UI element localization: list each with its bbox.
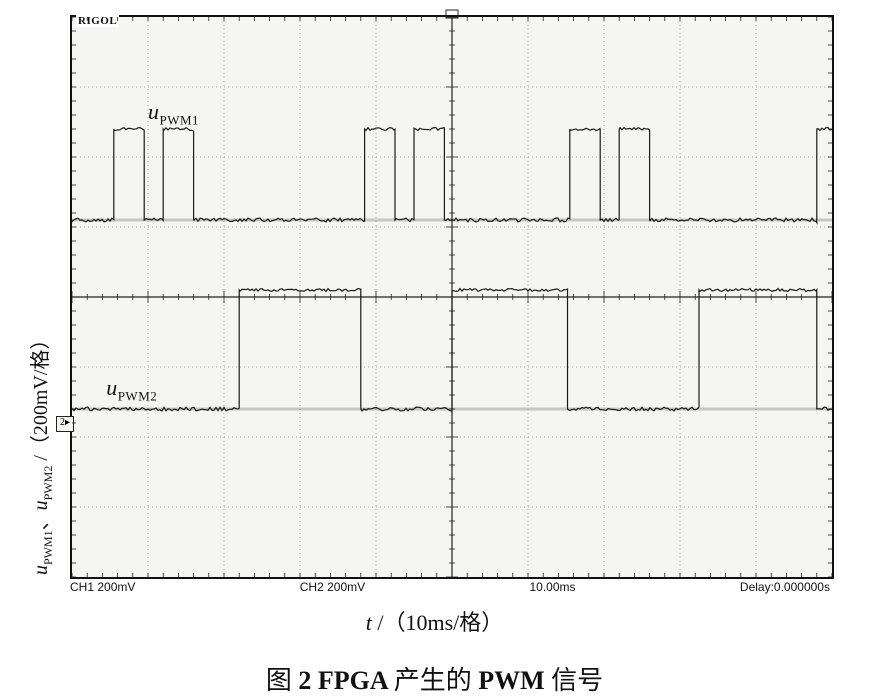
- y-axis-label: uPWM1、uPWM2 /（200mV/格）: [24, 330, 56, 575]
- trace2-label: uPWM2: [106, 375, 157, 404]
- delay-readout: Delay:0.000000s: [740, 580, 830, 594]
- scope-info-bar: CH1 200mV CH2 200mV 10.00ms Delay:0.0000…: [70, 580, 830, 594]
- figure-wrap: uPWM1、uPWM2 /（200mV/格） RIGOL 2▸ uPWM1 uP…: [0, 0, 869, 699]
- oscilloscope-screen: RIGOL 2▸ uPWM1 uPWM2: [70, 15, 834, 579]
- trace1-label: uPWM1: [148, 99, 199, 128]
- timebase: 10.00ms: [530, 580, 576, 594]
- x-axis-label: t /（10ms/格）: [0, 605, 869, 637]
- ch1-scale: CH1 200mV: [70, 580, 135, 594]
- figure-caption: 图 2 FPGA 产生的 PWM 信号: [0, 660, 869, 697]
- ch2-scale: CH2 200mV: [300, 580, 365, 594]
